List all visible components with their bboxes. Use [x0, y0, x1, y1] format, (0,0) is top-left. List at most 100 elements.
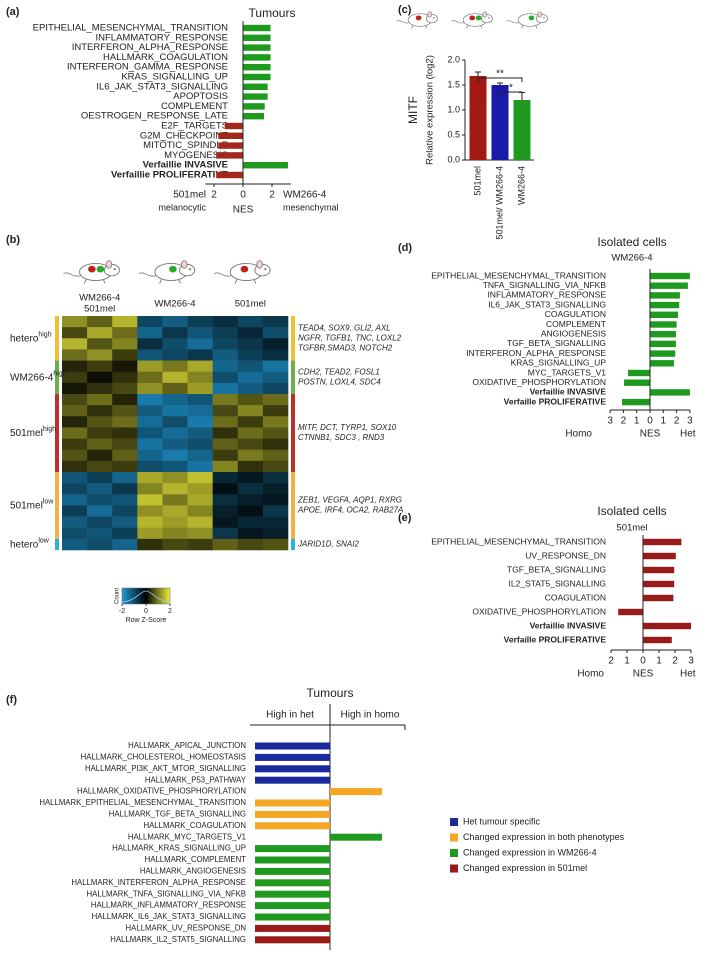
group-bar-left: [55, 538, 59, 550]
heatmap-cell: [62, 527, 88, 540]
bar: [255, 936, 330, 944]
heatmap-cell: [262, 349, 289, 361]
heatmap-cell: [87, 338, 113, 350]
category-label: HALLMARK_OXIDATIVE_PHOSPHORYLATION: [77, 787, 246, 796]
legend-label: Changed expression in 501mel: [463, 863, 587, 873]
category-label: HALLMARK_APICAL_JUNCTION: [128, 741, 246, 750]
bar: [624, 379, 650, 386]
heatmap-cell: [212, 516, 239, 529]
bar: [650, 282, 688, 289]
heatmap-cell: [162, 405, 188, 417]
category-label: KRAS_SIGNALLING_UP: [121, 72, 228, 83]
heatmap-cell: [187, 338, 213, 350]
bar: [255, 902, 330, 910]
left-sublabel: melanocytic: [158, 202, 206, 212]
heatmap-cell: [212, 460, 239, 473]
heatmap-cell: [137, 371, 163, 384]
mouse-ear: [105, 260, 113, 269]
heatmap-cell: [112, 483, 138, 495]
heatmap-cell: [162, 371, 188, 384]
heatmap-cell: [137, 527, 163, 540]
heatmap-cell: [162, 494, 188, 506]
bar: [622, 398, 650, 406]
heatmap-cell: [137, 316, 163, 328]
heatmap-cell: [187, 416, 213, 428]
heatmap-cell: [262, 505, 289, 517]
bar: [469, 76, 487, 160]
heatmap-cell: [262, 538, 289, 551]
category-label: EPITHELIAL_MESENCHYMAL_TRANSITION: [33, 23, 228, 34]
gene-list: JARID1D, SNAI2: [297, 540, 359, 549]
heatmap-cell: [62, 472, 88, 484]
row-group-sup: high: [43, 426, 56, 433]
bar: [255, 856, 330, 864]
heatmap-cell: [87, 472, 113, 484]
heatmap-cell: [212, 327, 239, 339]
heatmap-cell: [162, 538, 188, 551]
category-label: OXIDATIVE_PHOSPHORYLATION: [472, 377, 606, 387]
bar: [243, 64, 271, 71]
heatmap-cell: [187, 494, 213, 506]
bar: [643, 636, 672, 644]
bar: [643, 552, 676, 560]
heatmap-cell: [212, 316, 239, 328]
chart-subtitle: WM266-4: [611, 253, 652, 264]
significance-label: **: [496, 69, 504, 80]
heatmap-cell: [187, 516, 213, 529]
mouse-eye: [113, 268, 116, 271]
panel-label: (d): [398, 242, 412, 254]
bar: [255, 845, 330, 853]
category-label: APOPTOSIS: [173, 91, 228, 102]
heatmap-cell: [62, 516, 88, 529]
z-tick-label: 0: [144, 608, 148, 615]
heatmap-cell: [87, 405, 113, 417]
heatmap-cell: [137, 327, 163, 339]
gene-list: TGFBR,SMAD3, NOTCH2: [298, 343, 393, 352]
bar: [628, 369, 650, 377]
heatmap-cell: [262, 472, 289, 484]
heatmap-cell: [62, 360, 88, 373]
heatmap-cell: [87, 460, 113, 473]
bar: [650, 311, 678, 318]
mouse-tail: [396, 20, 409, 24]
heatmap-cell: [212, 360, 239, 373]
color-key-density: [121, 590, 171, 603]
x-tick-label: 2: [672, 656, 678, 667]
heatmap-cell: [187, 483, 213, 495]
heatmap-cell: [187, 371, 213, 384]
row-group-sup: low: [38, 538, 49, 545]
row-group-name: 501mel: [10, 428, 43, 439]
gene-list: ZEB1, VEGFA, AQP1, RXRG: [297, 496, 402, 505]
heatmap-cell: [212, 338, 239, 350]
column-label: WM266-4: [154, 299, 195, 310]
right-label: WM266-4: [283, 190, 327, 201]
category-label: Verfaillie INVASIVE: [143, 160, 228, 171]
x-tick-label: 2: [211, 190, 217, 201]
category-label: MYOGENESIS: [164, 150, 228, 161]
group-bar-right: [291, 538, 295, 550]
tumour-spot: [169, 265, 177, 273]
category-label: TGF_BETA_SIGNALLING: [507, 338, 606, 348]
group-bar-left: [55, 394, 59, 472]
bar: [330, 788, 382, 796]
row-group-sup: high: [38, 332, 51, 339]
heatmap-cell: [187, 360, 213, 373]
heatmap-cell: [112, 538, 138, 551]
chart-title: Isolated cells: [597, 504, 666, 518]
heatmap-cell: [162, 382, 188, 395]
x-tick-label: 2: [608, 656, 614, 667]
mouse-tail: [213, 272, 232, 277]
category-label: COMPLEMENT: [161, 101, 228, 112]
category-label: MITOTIC_SPINDLE: [143, 140, 228, 151]
z-tick-label: -2: [119, 608, 125, 615]
column-label: 501mel: [235, 299, 266, 310]
x-axis-label: NES: [233, 205, 254, 216]
legend-swatch: [450, 818, 458, 826]
heatmap-cell: [187, 538, 213, 551]
heatmap-cell: [87, 438, 113, 451]
category-label: KRAS_SIGNALLING_UP: [511, 358, 607, 368]
bar: [255, 799, 330, 807]
heatmap-cell: [237, 394, 264, 406]
heatmap-cell: [62, 327, 88, 339]
row-group-name: WM266-4: [10, 372, 54, 383]
